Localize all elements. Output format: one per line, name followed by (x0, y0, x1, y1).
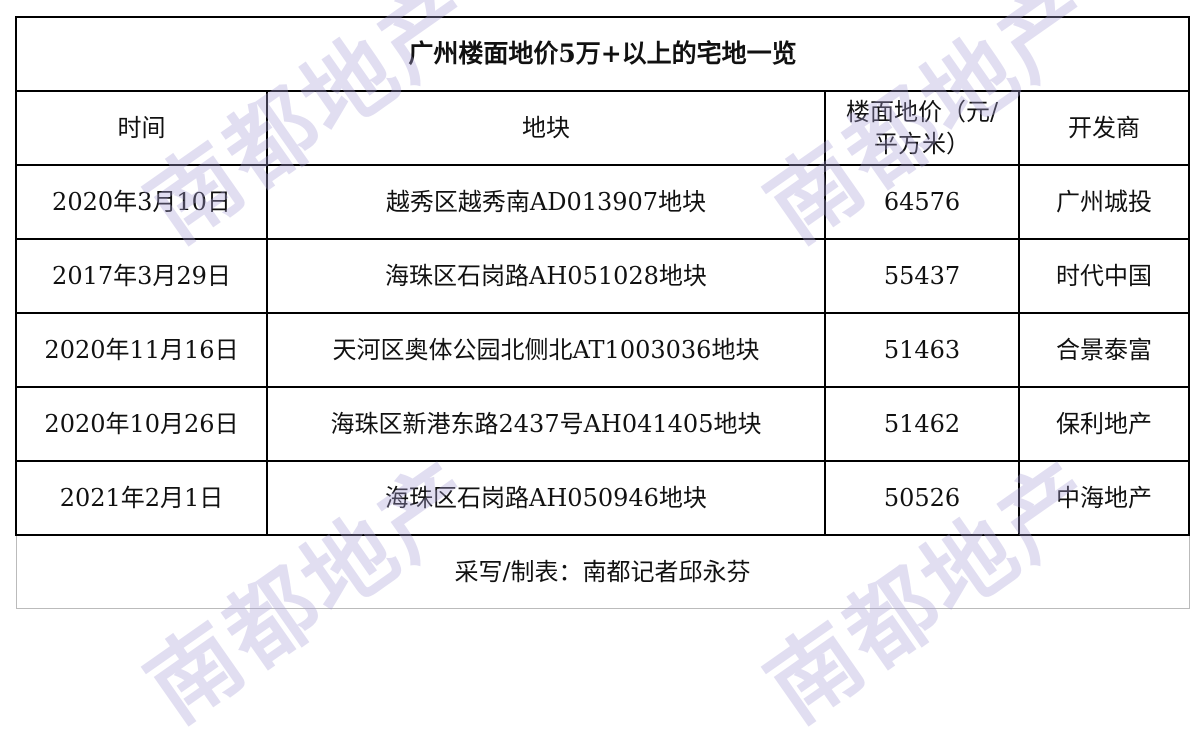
cell-price: 50526 (824, 460, 1020, 536)
table-row: 2020年10月26日 海珠区新港东路2437号AH041405地块 51462… (15, 386, 1191, 462)
cell-developer: 广州城投 (1017, 164, 1191, 240)
table-row: 2020年11月16日 天河区奥体公园北侧北AT1003036地块 51463 … (15, 312, 1191, 388)
column-header-developer: 开发商 (1017, 90, 1191, 166)
cell-plot: 海珠区新港东路2437号AH041405地块 (266, 386, 826, 462)
cell-developer: 时代中国 (1017, 238, 1191, 314)
cell-price: 55437 (824, 238, 1020, 314)
table-title: 广州楼面地价5万+以上的宅地一览 (14, 16, 1191, 92)
header-row: 时间 地块 楼面地价（元/平方米） 开发商 (15, 90, 1191, 166)
table-row: 2021年2月1日 海珠区石岗路AH050946地块 50526 中海地产 (15, 460, 1191, 536)
cell-plot: 天河区奥体公园北侧北AT1003036地块 (266, 312, 826, 388)
cell-date: 2021年2月1日 (15, 460, 268, 536)
cell-date: 2020年10月26日 (15, 386, 268, 462)
cell-developer: 中海地产 (1017, 460, 1191, 536)
table-footer-credit: 采写/制表：南都记者邱永芬 (15, 534, 1190, 609)
cell-plot: 海珠区石岗路AH051028地块 (266, 238, 826, 314)
column-header-date: 时间 (15, 90, 268, 166)
cell-plot: 海珠区石岗路AH050946地块 (266, 460, 826, 536)
cell-date: 2020年3月10日 (15, 164, 268, 240)
land-price-table: 广州楼面地价5万+以上的宅地一览 时间 地块 楼面地价（元/平方米） 开发商 2… (14, 16, 1191, 609)
column-header-price: 楼面地价（元/平方米） (824, 90, 1020, 166)
column-header-plot: 地块 (266, 90, 826, 166)
cell-developer: 保利地产 (1017, 386, 1191, 462)
table-row: 2020年3月10日 越秀区越秀南AD013907地块 64576 广州城投 (15, 164, 1191, 240)
cell-price: 64576 (824, 164, 1020, 240)
cell-price: 51463 (824, 312, 1020, 388)
cell-date: 2020年11月16日 (15, 312, 268, 388)
cell-price: 51462 (824, 386, 1020, 462)
table-row: 2017年3月29日 海珠区石岗路AH051028地块 55437 时代中国 (15, 238, 1191, 314)
cell-developer: 合景泰富 (1017, 312, 1191, 388)
cell-date: 2017年3月29日 (15, 238, 268, 314)
cell-plot: 越秀区越秀南AD013907地块 (266, 164, 826, 240)
